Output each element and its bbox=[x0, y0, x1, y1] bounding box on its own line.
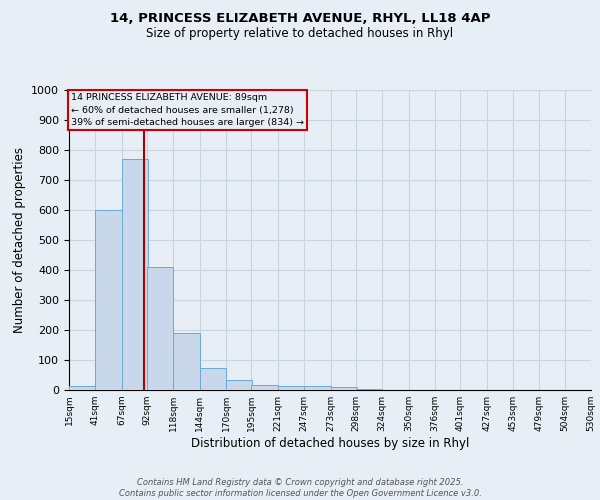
X-axis label: Distribution of detached houses by size in Rhyl: Distribution of detached houses by size … bbox=[191, 437, 469, 450]
Y-axis label: Number of detached properties: Number of detached properties bbox=[13, 147, 26, 333]
Bar bbox=[226, 380, 253, 390]
Text: Contains HM Land Registry data © Crown copyright and database right 2025.
Contai: Contains HM Land Registry data © Crown c… bbox=[119, 478, 481, 498]
Bar bbox=[173, 333, 200, 390]
Bar bbox=[356, 388, 382, 390]
Bar bbox=[251, 384, 278, 390]
Bar bbox=[331, 387, 357, 390]
Text: 14 PRINCESS ELIZABETH AVENUE: 89sqm
← 60% of detached houses are smaller (1,278): 14 PRINCESS ELIZABETH AVENUE: 89sqm ← 60… bbox=[71, 93, 304, 127]
Text: 14, PRINCESS ELIZABETH AVENUE, RHYL, LL18 4AP: 14, PRINCESS ELIZABETH AVENUE, RHYL, LL1… bbox=[110, 12, 490, 26]
Bar bbox=[200, 368, 226, 390]
Bar bbox=[278, 386, 304, 390]
Text: Size of property relative to detached houses in Rhyl: Size of property relative to detached ho… bbox=[146, 28, 454, 40]
Bar bbox=[69, 386, 95, 390]
Bar bbox=[147, 267, 173, 390]
Bar bbox=[122, 159, 148, 390]
Bar bbox=[95, 210, 122, 390]
Bar bbox=[304, 386, 331, 390]
